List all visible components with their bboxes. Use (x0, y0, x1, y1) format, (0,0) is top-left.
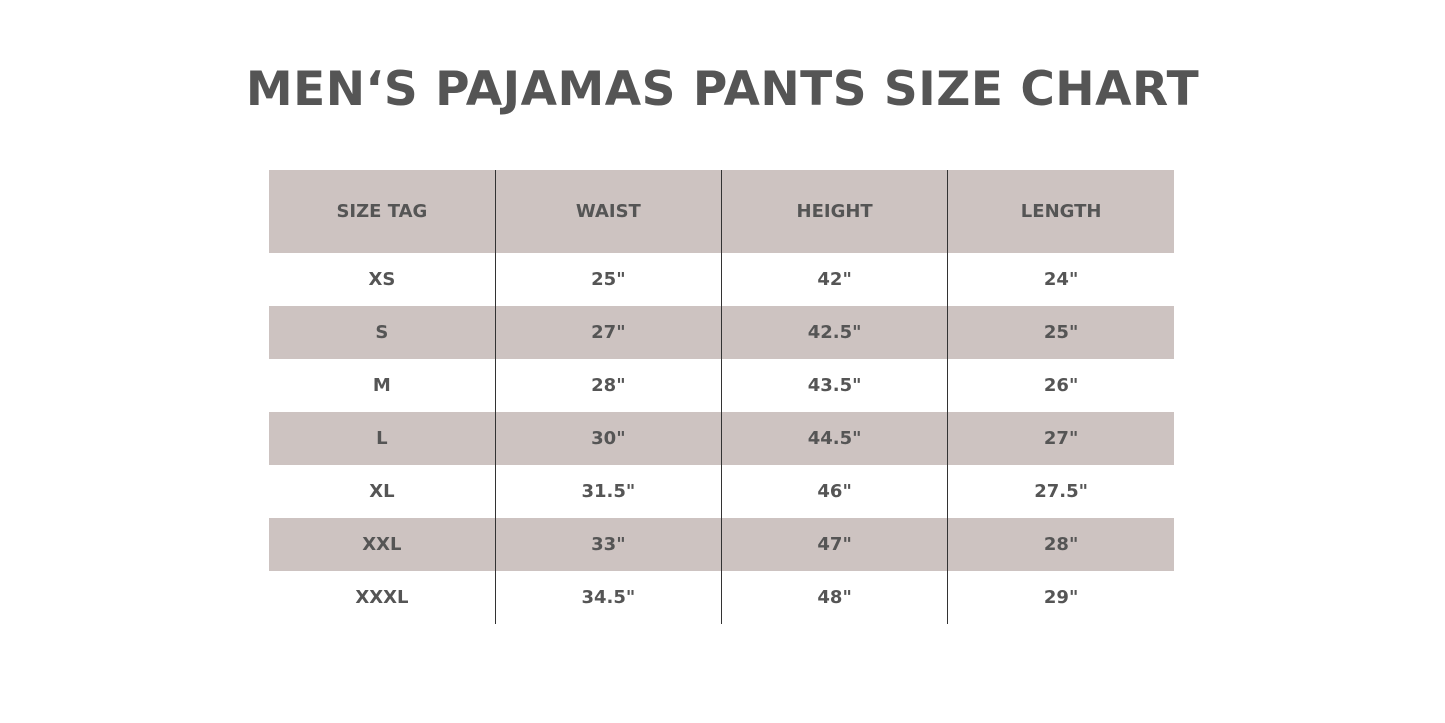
height-cell: 47" (720, 518, 948, 571)
length-cell: 24" (947, 253, 1174, 306)
size-tag-cell: XL (369, 481, 395, 502)
size-tag-cell: L (269, 412, 496, 465)
height-cell: 46" (720, 465, 948, 518)
page-title: MEN‘S PAJAMAS PANTS SIZE CHART (245, 62, 1200, 117)
waist-cell: 31.5" (494, 465, 722, 518)
table-row: L 30" 44.5" 27" (269, 412, 1174, 465)
length-cell: 27" (947, 412, 1174, 465)
height-cell: 42.5" (720, 306, 948, 359)
header-height: HEIGHT (720, 170, 948, 253)
height-cell: 42" (720, 253, 948, 306)
height-cell: 44.5" (720, 412, 948, 465)
size-tag-cell: XS (368, 269, 396, 290)
length-cell: 26" (947, 359, 1174, 412)
length-cell: 29" (947, 571, 1174, 624)
header-size-tag: SIZE TAG (269, 170, 496, 253)
size-tag-cell: S (269, 306, 496, 359)
length-cell: 27.5" (947, 465, 1174, 518)
length-cell: 25" (947, 306, 1174, 359)
size-tag-cell: XXL (269, 518, 496, 571)
size-tag-cell: M (372, 375, 391, 396)
length-cell: 28" (947, 518, 1174, 571)
header-waist: WAIST (494, 170, 722, 253)
waist-cell: 33" (494, 518, 722, 571)
header-row: SIZE TAG WAIST HEIGHT LENGTH (269, 170, 1174, 253)
table-row: XXXL 34.5" 48" 29" (269, 571, 1174, 624)
waist-cell: 28" (494, 359, 722, 412)
waist-cell: 25" (494, 253, 722, 306)
size-chart-table: SIZE TAG WAIST HEIGHT LENGTH XS 25" 42" 24"… (269, 170, 1174, 624)
table-row: XL 31.5" 46" 27.5" (269, 465, 1174, 518)
height-cell: 43.5" (720, 359, 948, 412)
table-row: S 27" 42.5" 25" (269, 306, 1174, 359)
table-row: XXL 33" 47" 28" (269, 518, 1174, 571)
table-row: XS 25" 42" 24" (269, 253, 1174, 306)
waist-cell: 27" (494, 306, 722, 359)
table-row: M 28" 43.5" 26" (269, 359, 1174, 412)
waist-cell: 30" (494, 412, 722, 465)
waist-cell: 34.5" (494, 571, 722, 624)
height-cell: 48" (720, 571, 948, 624)
header-length: LENGTH (947, 170, 1174, 253)
size-tag-cell: XXXL (355, 587, 409, 608)
